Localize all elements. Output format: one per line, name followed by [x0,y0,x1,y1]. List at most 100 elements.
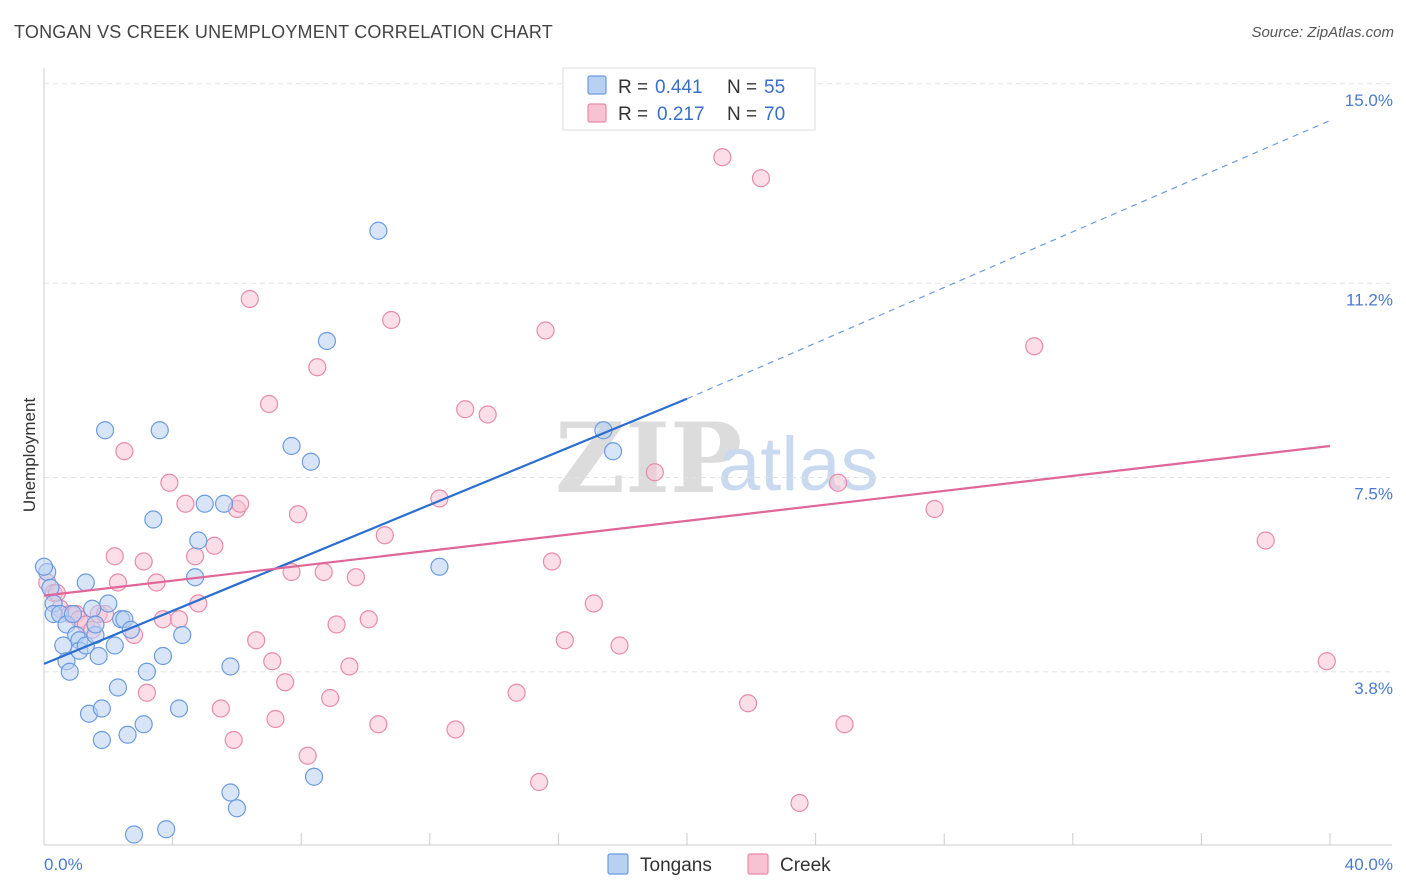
tongans-point-37 [169,699,189,718]
tongans-point-45 [227,799,246,818]
y-axis-label: Unemployment [20,398,39,513]
creek-point-68 [1025,337,1044,356]
creek-point-50 [456,400,475,419]
x-tick-label-1: 40.0% [1345,855,1393,874]
creek-point-55 [542,552,562,571]
creek-point-47 [382,310,401,330]
creek-point-67 [925,499,944,519]
tongans-point-14 [76,573,95,592]
creek-point-37 [298,746,317,765]
legend-r-value-tongans: 0.441 [655,77,703,98]
creek-point-59 [645,463,664,482]
tongans-point-34 [150,421,169,440]
creek-point-11 [105,547,124,566]
tongans-regression-line [43,397,688,665]
watermark-zip: ZIP [555,402,742,515]
legend-r-label-creek: R = [618,104,648,125]
y-tick-label-3: 15.0% [1345,91,1393,110]
tongans-point-32 [137,662,156,681]
grid-lines [44,83,1392,673]
tongans-point-19 [89,646,108,666]
tongans-point-44 [221,783,240,802]
tongans-point-49 [317,331,337,351]
tongans-point-43 [221,657,240,676]
tongans-point-48 [304,767,324,786]
x-tick-labels: 0.0% 40.0% [44,855,1393,874]
tongans-point-36 [157,820,176,839]
axes [43,68,1392,846]
legend-label-creek: Creek [780,855,831,876]
creek-point-30 [247,631,266,650]
creek-point-31 [259,394,279,414]
y-tick-labels: 3.8% 7.5% 11.2% 15.0% [1345,91,1393,698]
tongans-point-20 [92,699,111,718]
creek-point-25 [224,730,243,750]
creek-point-56 [555,631,574,650]
y-tick-label-0: 3.8% [1354,679,1393,698]
creek-point-20 [169,610,189,629]
creek-point-33 [266,709,285,729]
legend-swatch-tongans-bottom [607,853,629,875]
tongans-point-33 [144,510,163,529]
tongans-points [34,221,623,844]
legend-swatch-tongans [587,75,607,95]
creek-point-53 [530,772,549,792]
creek-point-61 [738,694,758,713]
creek-point-44 [359,610,378,629]
creek-point-43 [346,568,365,587]
creek-point-51 [478,405,497,424]
creek-point-39 [314,562,333,582]
creek-point-29 [240,289,259,309]
tongans-point-50 [369,221,388,240]
legend-n-label-tongans: N = [727,77,757,98]
legend-swatch-creek [587,103,607,123]
tongans-point-35 [153,646,173,666]
legend-swatch-creek-bottom [747,853,769,875]
creek-point-57 [584,594,603,613]
legend-r-value-creek: 0.217 [657,104,705,125]
tongans-point-16 [83,599,102,618]
y-tick-label-1: 7.5% [1354,485,1393,504]
creek-point-58 [610,636,629,655]
creek-point-40 [321,688,340,708]
tongans-point-8 [60,662,79,681]
creek-point-65 [829,473,848,492]
tongans-point-28 [118,725,137,744]
creek-point-28 [231,494,250,513]
creek-point-38 [308,358,327,377]
creek-point-45 [369,715,388,734]
creek-point-19 [160,473,179,492]
tongans-regression-extension [686,119,1331,400]
creek-point-64 [790,793,809,813]
creek-point-52 [507,683,526,702]
creek-regression-line [43,444,1331,597]
y-tick-label-2: 11.2% [1346,290,1393,309]
creek-point-49 [446,720,465,739]
creek-point-21 [176,494,195,513]
creek-point-60 [713,148,732,167]
tongans-point-25 [108,678,128,697]
creek-point-63 [751,169,771,188]
creek-point-46 [375,526,394,545]
tongans-point-21 [92,730,111,750]
tongans-point-53 [603,442,623,461]
regression-lines [43,119,1331,665]
series-legend: Tongans Creek [607,853,831,876]
watermark-atlas: atlas [718,422,879,507]
creek-point-42 [340,657,359,676]
tongans-point-38 [173,625,192,645]
creek-point-36 [288,505,308,524]
tongans-point-47 [301,452,320,471]
creek-point-24 [205,536,224,555]
tongans-point-46 [282,436,301,456]
tongans-point-9 [63,604,83,624]
creek-point-66 [835,715,854,734]
tongans-point-41 [195,494,214,513]
creek-point-69 [1256,531,1275,550]
legend-n-value-creek: 70 [764,104,785,125]
tongans-point-18 [86,615,105,634]
creek-point-22 [186,547,205,566]
creek-point-41 [327,615,346,634]
tongans-point-54 [34,557,54,576]
